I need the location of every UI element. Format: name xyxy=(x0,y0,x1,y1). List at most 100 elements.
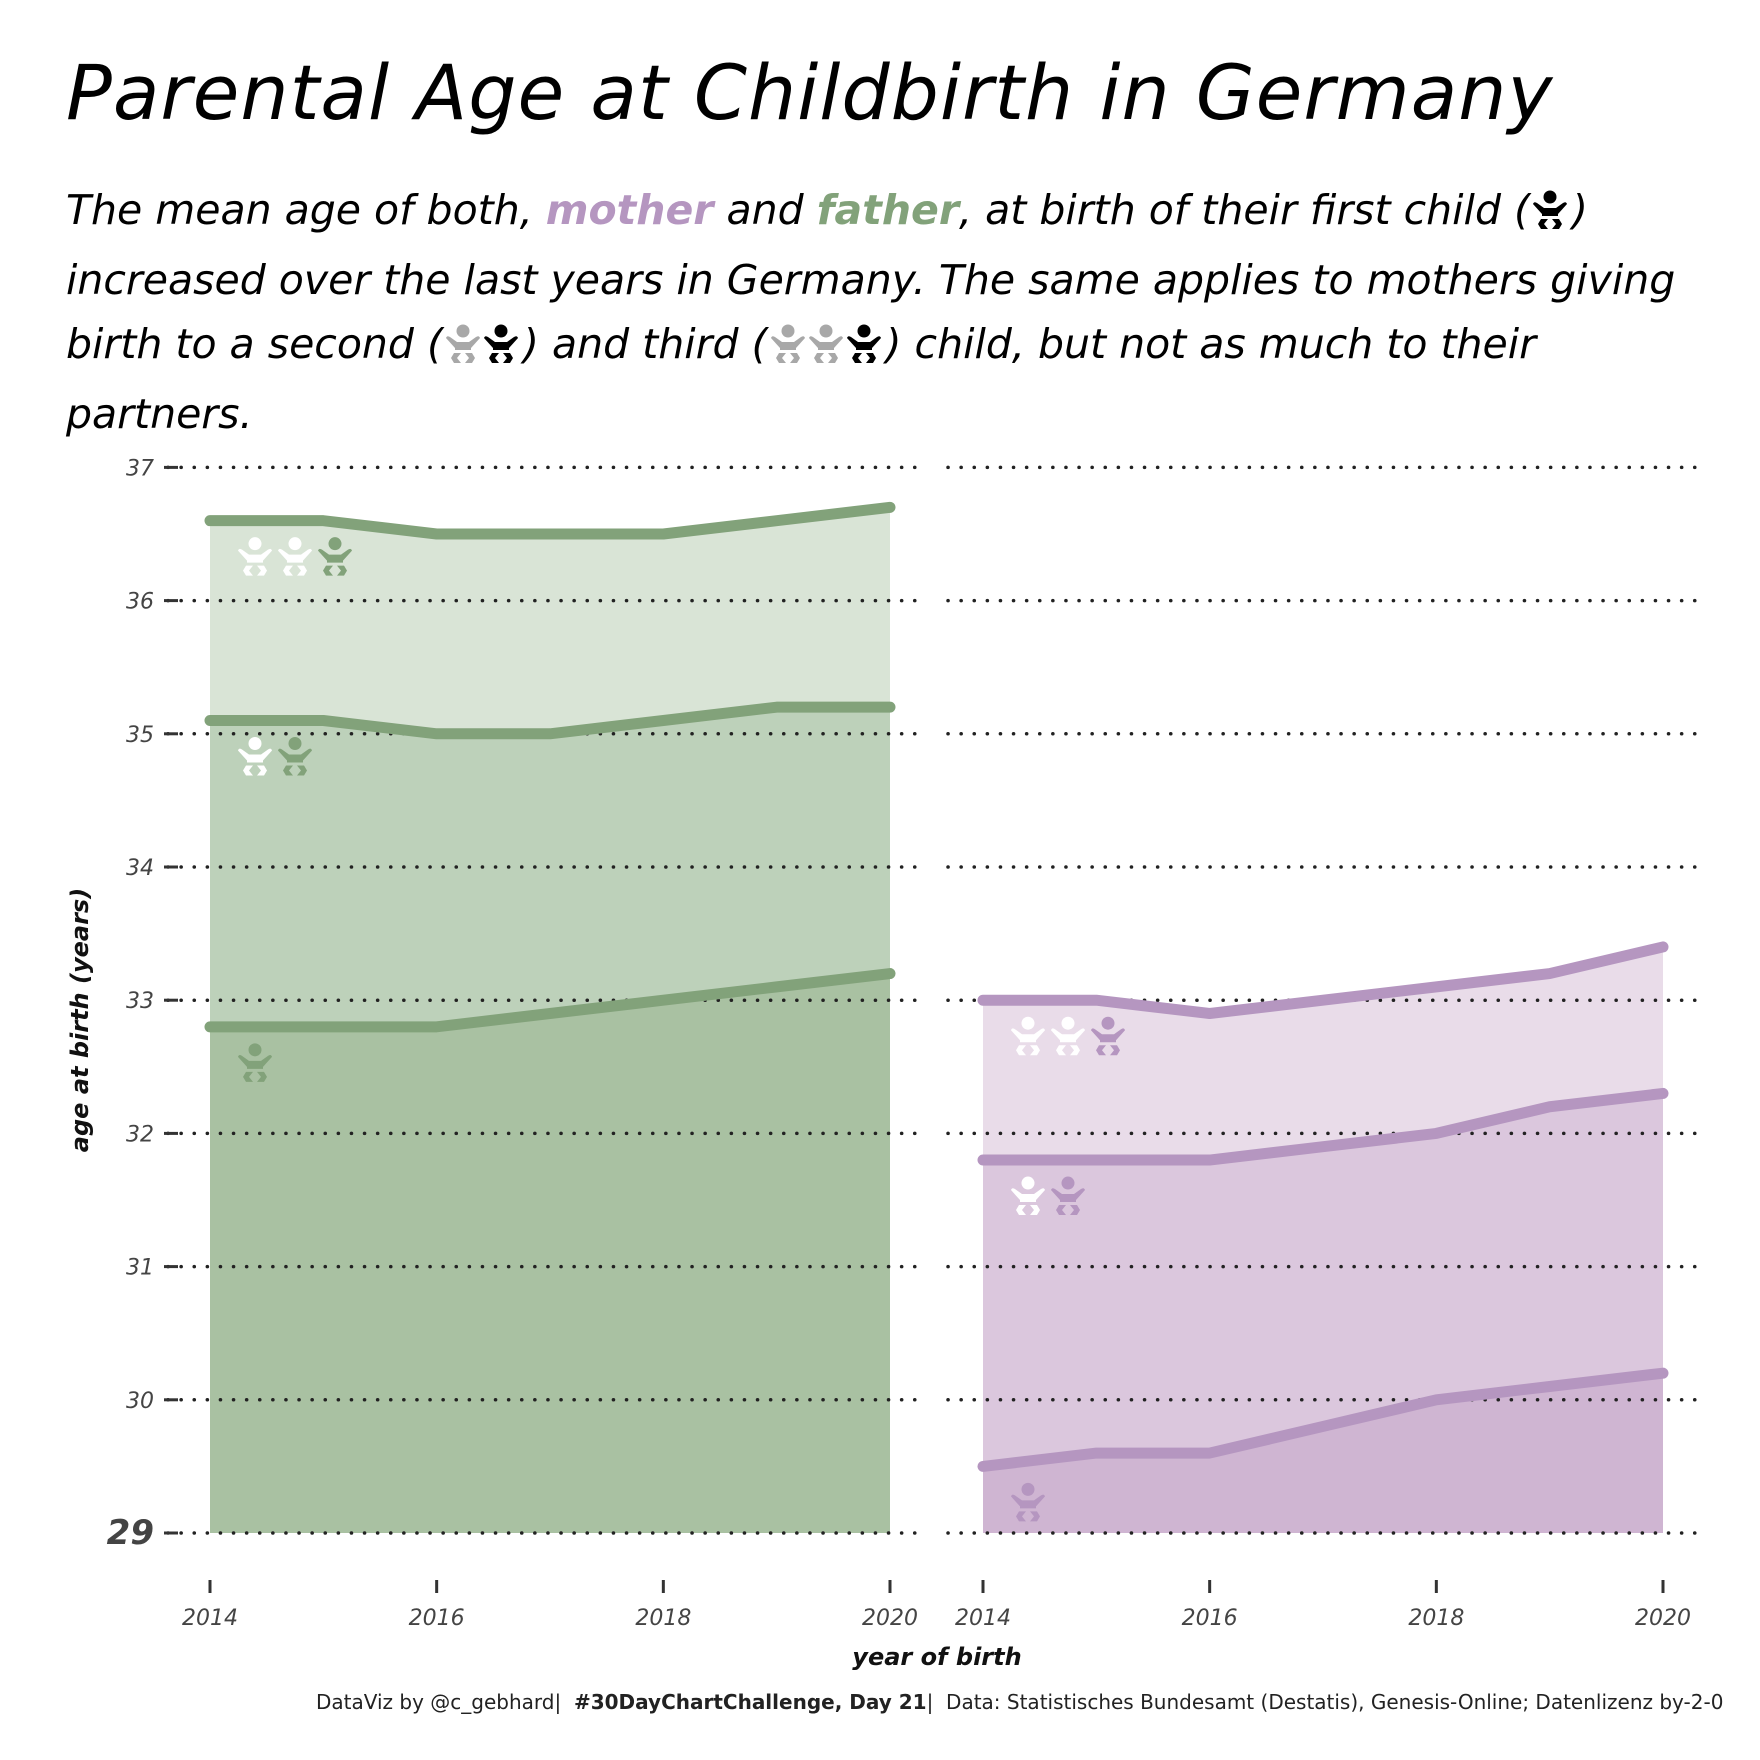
baby-icon-leg xyxy=(243,565,253,576)
baby-icon-head xyxy=(781,324,795,338)
subtitle-mother: mother xyxy=(545,186,714,234)
x-tick-label: 2016 xyxy=(1182,1606,1238,1631)
x-axis: 2014 2016 2018 2020 2014 2016 2018 2020 xyxy=(182,1580,1691,1631)
baby-icon-head xyxy=(1021,1016,1035,1030)
baby-icon-leg xyxy=(283,565,293,576)
line-mother-child-2 xyxy=(977,1087,1669,1166)
baby-icon-body xyxy=(1011,1494,1045,1509)
baby-icon-leg xyxy=(297,565,307,576)
baby-icon-leg xyxy=(502,353,513,363)
baby-icon-body xyxy=(1051,1188,1085,1203)
subtitle-text: ) child, but not as much to their partne… xyxy=(66,320,1536,438)
baby-icon-leg xyxy=(775,353,786,363)
subtitle-text: The mean age of both, xyxy=(66,186,546,234)
area-father-child-1 xyxy=(210,973,890,1533)
baby-icon-head xyxy=(288,537,302,551)
chart-title: Parental Age at Childbirth in Germany xyxy=(66,48,1554,137)
baby-icon xyxy=(1011,1016,1045,1056)
baby-icon-head xyxy=(248,1043,262,1057)
baby-icon-head xyxy=(819,324,833,338)
caption-challenge: #30DayChartChallenge, Day 21 xyxy=(573,1690,927,1714)
baby-icon-body xyxy=(278,748,312,763)
baby-icon-body xyxy=(1051,1028,1085,1043)
baby-icon-body xyxy=(808,336,843,350)
y-tick-label: 32 xyxy=(126,1122,154,1147)
y-tick-label: 29 xyxy=(107,1513,154,1553)
baby-icon xyxy=(846,324,881,363)
area-mother-child-1 xyxy=(983,1373,1663,1533)
baby-icon-leg xyxy=(1016,1205,1026,1216)
baby-icon-body xyxy=(1011,1028,1045,1043)
baby-icon-leg xyxy=(257,565,267,576)
baby-icon-body xyxy=(1011,1188,1045,1203)
baby-icon xyxy=(1051,1176,1085,1216)
y-tick-label: 31 xyxy=(126,1256,154,1281)
baby-icon-leg xyxy=(1016,1511,1026,1522)
baby-icon-leg xyxy=(1070,1045,1080,1056)
baby-icon-leg xyxy=(789,353,800,363)
baby-icon-leg xyxy=(827,353,838,363)
x-tick-label: 2020 xyxy=(862,1606,918,1631)
baby-icon-body xyxy=(846,336,881,350)
x-tick-label: 2018 xyxy=(1408,1606,1464,1631)
baby-icon-head xyxy=(248,537,262,551)
baby-icon-leg xyxy=(464,353,475,363)
subtitle-text: and xyxy=(713,186,817,234)
caption-source: Data: Statistisches Bundesamt (Destatis)… xyxy=(946,1690,1724,1714)
baby-icon-head xyxy=(494,324,508,338)
baby-icon-group-first xyxy=(1530,184,1572,248)
baby-icon xyxy=(808,324,843,363)
baby-icon-head xyxy=(857,324,871,338)
baby-icon xyxy=(238,537,272,576)
baby-icon-body xyxy=(238,548,272,563)
baby-icon xyxy=(278,537,312,576)
baby-icon-head xyxy=(288,736,302,750)
baby-icon-group-third xyxy=(768,318,886,382)
baby-icon-head xyxy=(1021,1482,1035,1496)
baby-icon-leg xyxy=(283,765,293,776)
baby-icon xyxy=(770,324,805,363)
series-lines xyxy=(204,501,1669,1472)
baby-icon-head xyxy=(456,324,470,338)
baby-icon xyxy=(238,736,272,776)
baby-icon-svg xyxy=(770,324,881,363)
baby-icon-body xyxy=(1533,202,1568,216)
baby-icon-body xyxy=(1091,1028,1125,1043)
baby-icon-head xyxy=(1061,1016,1075,1030)
chart-subtitle: The mean age of both, mother and father,… xyxy=(66,178,1676,446)
baby-icon xyxy=(238,1043,272,1082)
baby-icon-head xyxy=(1101,1016,1115,1030)
baby-icon xyxy=(1091,1016,1125,1056)
baby-icon-head xyxy=(248,736,262,750)
baby-icon-leg xyxy=(297,765,307,776)
area-fills xyxy=(210,507,1663,1533)
x-tick-label: 2020 xyxy=(1635,1606,1691,1631)
baby-icon-leg xyxy=(1552,219,1563,229)
y-tick-label: 35 xyxy=(126,723,154,748)
line-father-child-1 xyxy=(204,968,896,1033)
baby-icon-leg xyxy=(243,765,253,776)
baby-icon-leg xyxy=(865,353,876,363)
baby-icon-leg xyxy=(243,1071,253,1082)
baby-icon-leg xyxy=(1070,1205,1080,1216)
y-tick-label: 36 xyxy=(126,590,154,615)
line-father-child-3 xyxy=(204,501,896,540)
baby-icon-head xyxy=(1021,1176,1035,1190)
baby-icon-head xyxy=(1543,190,1557,204)
line-father-child-2 xyxy=(204,701,896,740)
x-tick-label: 2014 xyxy=(955,1606,1011,1631)
baby-icon-leg xyxy=(257,1071,267,1082)
baby-icon xyxy=(278,736,312,776)
baby-icon-leg xyxy=(851,353,862,363)
baby-icon-body xyxy=(483,336,518,350)
x-tick-label: 2014 xyxy=(182,1606,238,1631)
x-tick-label: 2018 xyxy=(635,1606,691,1631)
baby-icon-leg xyxy=(323,565,333,576)
caption: DataViz by @c_gebhard| #30DayChartChalle… xyxy=(316,1690,1724,1714)
baby-icon-leg xyxy=(1538,219,1549,229)
baby-icon-body xyxy=(238,748,272,763)
baby-icon-svg xyxy=(1533,190,1568,229)
caption-author: DataViz by @c_gebhard xyxy=(316,1690,555,1714)
x-tick-label: 2016 xyxy=(409,1606,465,1631)
